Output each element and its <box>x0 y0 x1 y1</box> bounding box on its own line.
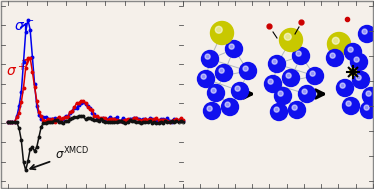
Circle shape <box>207 106 212 111</box>
Circle shape <box>279 29 303 51</box>
Circle shape <box>268 79 273 84</box>
Circle shape <box>298 85 316 102</box>
Circle shape <box>310 71 315 76</box>
Circle shape <box>232 83 248 99</box>
Circle shape <box>292 47 310 64</box>
Text: $\sigma^{\rm XMCD}$: $\sigma^{\rm XMCD}$ <box>30 145 89 169</box>
Circle shape <box>269 56 285 73</box>
Circle shape <box>211 88 216 93</box>
Circle shape <box>202 50 218 67</box>
Circle shape <box>327 50 343 67</box>
Circle shape <box>364 105 369 110</box>
Circle shape <box>332 37 339 44</box>
Circle shape <box>275 88 291 105</box>
Circle shape <box>348 47 353 52</box>
Circle shape <box>288 101 306 119</box>
Circle shape <box>366 91 371 96</box>
Circle shape <box>337 80 353 97</box>
Circle shape <box>343 98 359 115</box>
Circle shape <box>211 22 233 44</box>
Circle shape <box>359 26 374 43</box>
Circle shape <box>278 91 283 96</box>
Circle shape <box>302 89 307 94</box>
Circle shape <box>225 102 230 107</box>
Circle shape <box>286 73 291 78</box>
Circle shape <box>346 101 351 106</box>
Circle shape <box>307 67 324 84</box>
Circle shape <box>201 74 206 79</box>
Circle shape <box>229 44 234 49</box>
Circle shape <box>349 68 356 75</box>
Circle shape <box>205 54 210 59</box>
Circle shape <box>221 98 239 115</box>
Circle shape <box>270 104 288 121</box>
Circle shape <box>226 40 242 57</box>
Circle shape <box>353 71 370 88</box>
Circle shape <box>296 51 301 56</box>
Circle shape <box>215 26 222 33</box>
Circle shape <box>354 57 359 62</box>
Text: $\sigma^+$: $\sigma^+$ <box>6 59 30 79</box>
Circle shape <box>208 84 224 101</box>
Circle shape <box>264 75 282 92</box>
Circle shape <box>219 68 224 73</box>
Circle shape <box>361 101 374 119</box>
Circle shape <box>197 70 215 88</box>
Circle shape <box>235 86 240 91</box>
Circle shape <box>203 102 221 119</box>
Circle shape <box>344 43 362 60</box>
Circle shape <box>362 29 367 34</box>
Circle shape <box>272 59 277 64</box>
Circle shape <box>362 88 374 105</box>
Circle shape <box>356 75 361 80</box>
Circle shape <box>243 66 248 71</box>
Circle shape <box>350 53 368 70</box>
Circle shape <box>292 105 297 110</box>
Circle shape <box>239 63 257 80</box>
Text: $\sigma^-$: $\sigma^-$ <box>14 20 34 34</box>
Circle shape <box>282 70 300 87</box>
Circle shape <box>340 83 345 88</box>
Circle shape <box>284 33 291 40</box>
Circle shape <box>274 107 279 112</box>
Circle shape <box>215 64 233 81</box>
Circle shape <box>328 33 350 56</box>
Circle shape <box>330 53 335 58</box>
